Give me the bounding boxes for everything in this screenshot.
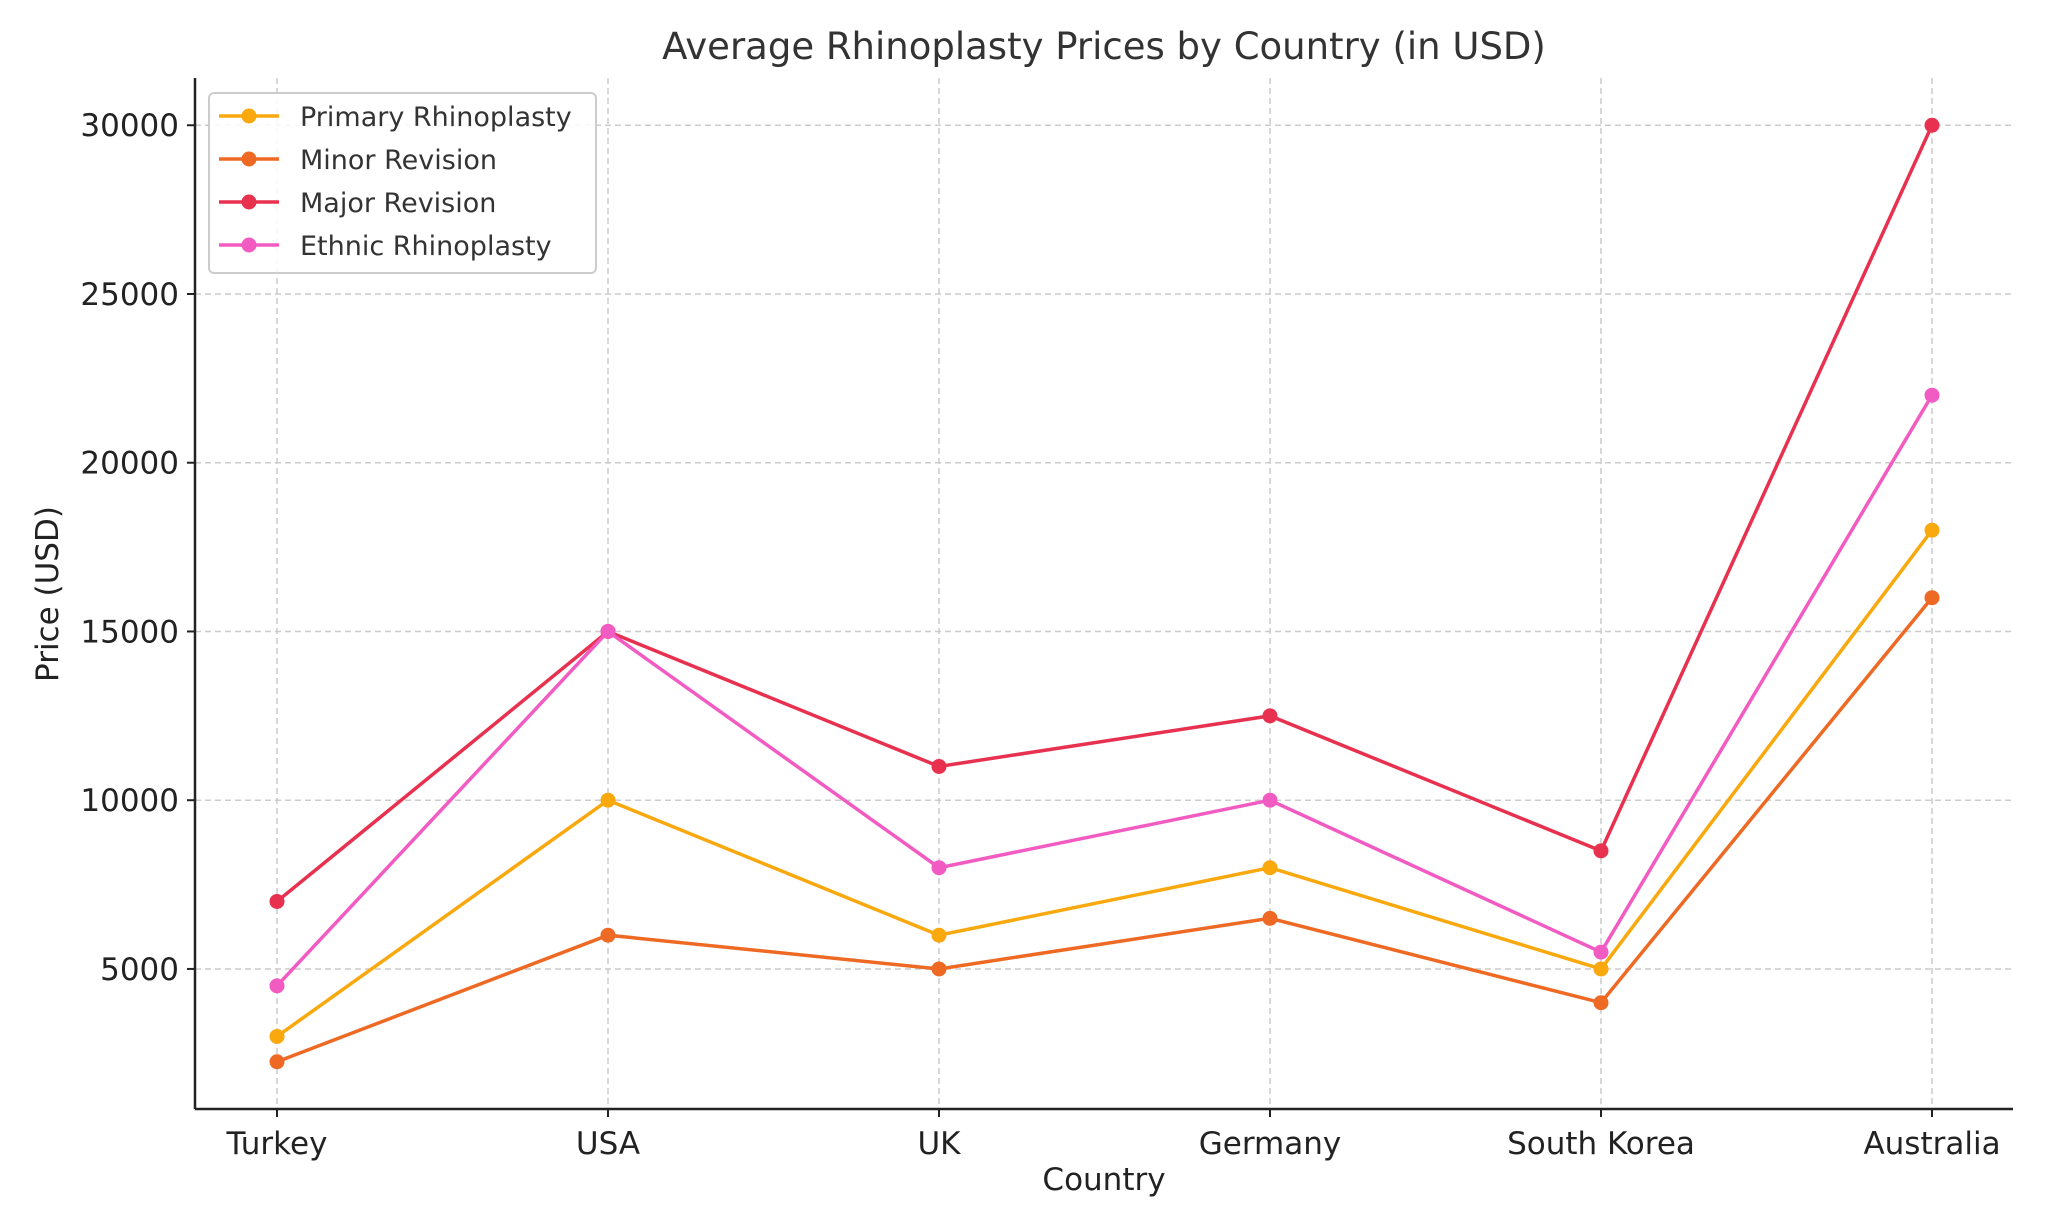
data-point [1924,387,1940,403]
y-tick-label: 25000 [80,277,179,313]
legend-marker [241,194,257,210]
data-point [1593,944,1609,960]
data-point [1262,792,1278,808]
data-point [1593,995,1609,1011]
series-ethnic-rhinoplasty [269,387,1940,994]
data-point [1924,117,1940,133]
data-point [269,893,285,909]
series-group [269,117,1940,1070]
chart-title: Average Rhinoplasty Prices by Country (i… [662,25,1546,68]
data-point [931,860,947,876]
data-point [1924,522,1940,538]
x-axis-label: Country [1042,1162,1165,1198]
x-tick-label: Turkey [226,1126,328,1162]
legend-label: Major Revision [300,188,496,219]
data-point [1593,961,1609,977]
legend-marker [241,151,257,167]
y-axis-label: Price (USD) [30,506,66,682]
data-point [600,623,616,639]
series-line [275,394,1934,988]
y-tick-label: 15000 [80,614,179,650]
legend-marker [241,108,257,124]
legend-box [208,92,597,274]
data-point [1262,860,1278,876]
data-point [1593,843,1609,859]
x-tick-label: Germany [1199,1126,1341,1162]
series-minor-revision [269,590,1940,1070]
axes: Turkey USA UK Germany South Korea Australia 50… [80,78,2013,1162]
data-point [269,978,285,994]
series-line [275,529,1934,1038]
data-point [1924,590,1940,606]
series-primary-rhinoplasty [269,522,1940,1044]
data-point [269,1028,285,1044]
y-tick-label: 5000 [100,952,179,988]
x-tick-label: USA [576,1126,640,1162]
data-point [1262,708,1278,724]
data-point [931,758,947,774]
grid [195,78,2013,1109]
data-point [931,961,947,977]
series-line [276,596,1934,1064]
data-point [931,927,947,943]
legend-label: Primary Rhinoplasty [300,102,572,133]
x-tick-label: Australia [1863,1126,2000,1162]
series-line [275,124,1934,903]
legend: Primary Rhinoplasty Minor Revision Major R… [208,92,597,274]
x-tick-label: UK [917,1126,961,1162]
legend-label: Ethnic Rhinoplasty [300,231,552,262]
y-tick-label: 10000 [80,783,179,819]
legend-marker [241,237,257,253]
legend-label: Minor Revision [300,145,497,176]
data-point [600,927,616,943]
data-point [600,792,616,808]
y-tick-label: 30000 [80,108,179,144]
data-point [1262,910,1278,926]
data-point [269,1054,285,1070]
x-tick-label: South Korea [1507,1126,1695,1162]
y-tick-label: 20000 [80,446,179,482]
